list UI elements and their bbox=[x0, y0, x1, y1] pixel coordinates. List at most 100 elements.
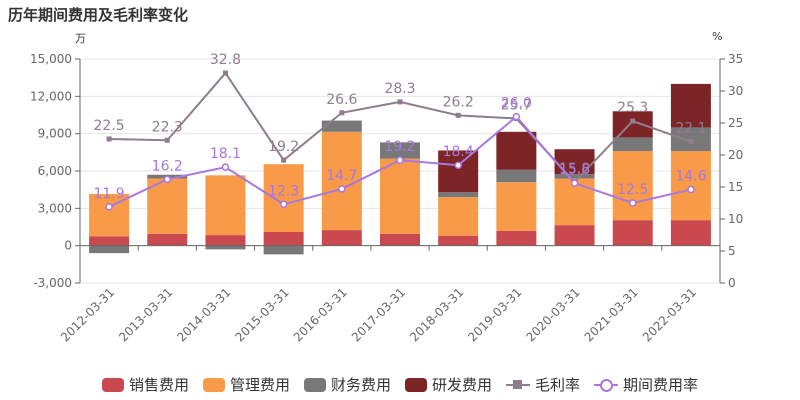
line-data-label: 26.2 bbox=[443, 94, 474, 110]
bar-segment bbox=[612, 137, 653, 152]
bar-segment bbox=[321, 230, 362, 246]
right-axis-tick-label: 35 bbox=[728, 52, 743, 66]
bar-segment bbox=[205, 235, 246, 246]
x-axis-tick-label: 2013-03-31 bbox=[116, 285, 175, 344]
bar-segment bbox=[670, 83, 711, 128]
line-data-label: 18.4 bbox=[443, 144, 474, 160]
bar-segment bbox=[438, 192, 479, 198]
line-point-marker bbox=[163, 175, 172, 184]
bar-segment bbox=[147, 178, 188, 234]
bar-segment bbox=[321, 120, 362, 132]
legend-label: 管理费用 bbox=[229, 376, 290, 394]
legend-item[interactable]: 管理费用 bbox=[202, 374, 290, 395]
line-point-marker bbox=[454, 161, 462, 169]
bar-segment bbox=[438, 150, 479, 193]
line-data-label: 15.6 bbox=[559, 162, 590, 178]
line-point-marker bbox=[105, 203, 113, 211]
x-axis-tick-label: 2012-03-31 bbox=[58, 285, 117, 344]
legend-item[interactable]: 财务费用 bbox=[303, 374, 391, 395]
legend-swatch bbox=[506, 378, 531, 392]
bar-segment bbox=[670, 220, 711, 246]
bar-segment bbox=[612, 151, 653, 221]
right-axis-unit: % bbox=[712, 30, 723, 43]
legend-swatch bbox=[101, 377, 124, 392]
line-data-label: 26.6 bbox=[326, 92, 357, 108]
x-axis-tick-label: 2014-03-31 bbox=[174, 285, 233, 344]
bar-segment bbox=[205, 175, 246, 236]
legend-label: 销售费用 bbox=[128, 376, 189, 394]
bar-segment bbox=[496, 169, 537, 183]
line-point-marker bbox=[339, 110, 345, 116]
line-point-marker bbox=[397, 99, 403, 105]
x-axis-tick-label: 2022-03-31 bbox=[640, 285, 699, 344]
line-data-label: 25.7 bbox=[501, 98, 532, 114]
bar-segment bbox=[438, 235, 479, 246]
bar-segment bbox=[496, 230, 537, 246]
line-data-label: 19.2 bbox=[384, 139, 415, 155]
line-point-marker bbox=[338, 185, 346, 193]
legend-label: 毛利率 bbox=[535, 376, 581, 394]
line-point-marker bbox=[687, 185, 695, 194]
bar-segment bbox=[89, 245, 130, 254]
line-data-label: 14.7 bbox=[326, 168, 357, 184]
line-point-marker bbox=[630, 118, 636, 124]
right-axis-tick-label: 10 bbox=[728, 212, 743, 226]
line-data-label: 22.5 bbox=[94, 118, 125, 134]
bar-segment bbox=[89, 236, 130, 246]
bar-segment bbox=[554, 225, 595, 246]
line-point-marker bbox=[222, 70, 228, 76]
bar-segment bbox=[263, 245, 304, 255]
left-axis-tick-label: 9,000 bbox=[38, 127, 72, 141]
left-axis-tick-label: 12,000 bbox=[30, 89, 72, 103]
line-data-label: 28.3 bbox=[384, 81, 415, 97]
line-point-marker bbox=[221, 163, 230, 171]
right-axis-tick-label: 20 bbox=[728, 148, 743, 162]
line-point-marker bbox=[396, 156, 404, 164]
x-axis-tick-label: 2016-03-31 bbox=[291, 285, 350, 344]
right-axis-tick-label: 25 bbox=[728, 116, 743, 130]
legend-item[interactable]: 销售费用 bbox=[101, 374, 189, 395]
legend-swatch bbox=[202, 377, 225, 392]
line-point-marker bbox=[628, 199, 637, 207]
line-data-label: 22.3 bbox=[152, 119, 183, 135]
left-axis-tick-label: 0 bbox=[64, 239, 72, 253]
right-axis-tick-label: 0 bbox=[728, 276, 736, 290]
bar-segment bbox=[380, 142, 420, 159]
left-axis-tick-label: -3,000 bbox=[33, 276, 72, 290]
x-axis-tick-label: 2018-03-31 bbox=[407, 285, 466, 344]
bar-segment bbox=[554, 174, 595, 179]
legend-label: 研发费用 bbox=[432, 376, 493, 394]
legend-label: 财务费用 bbox=[330, 376, 391, 394]
legend: 销售费用 管理费用 财务费用 研发费用 毛利率 期间费用率 bbox=[0, 374, 800, 395]
bar-segment bbox=[496, 131, 537, 170]
legend-swatch bbox=[303, 377, 326, 392]
right-axis-tick-label: 5 bbox=[728, 244, 736, 258]
legend-item[interactable]: 期间费用率 bbox=[594, 374, 698, 395]
line-point-marker bbox=[106, 136, 112, 142]
bar-segment bbox=[321, 131, 362, 231]
line-data-label: 18.1 bbox=[210, 146, 241, 162]
left-axis-tick-label: 3,000 bbox=[38, 201, 72, 215]
line-data-label: 12.5 bbox=[617, 182, 648, 198]
line-point-marker bbox=[281, 157, 287, 163]
bar-segment bbox=[380, 233, 420, 246]
bar-segment bbox=[612, 111, 653, 138]
line-data-label: 19.2 bbox=[268, 139, 299, 155]
bar-segment bbox=[380, 158, 420, 234]
bar-segment bbox=[205, 245, 246, 250]
bar-segment bbox=[263, 231, 304, 246]
line-data-label: 32.8 bbox=[210, 52, 241, 68]
line-data-label: 22.1 bbox=[675, 121, 706, 137]
chart-title: 历年期间费用及毛利率变化 bbox=[8, 6, 189, 24]
line-data-label: 25.3 bbox=[617, 100, 648, 116]
legend-swatch bbox=[405, 377, 427, 392]
line-point-marker bbox=[279, 200, 288, 209]
bar-segment bbox=[612, 220, 653, 246]
line-point-marker bbox=[512, 112, 521, 121]
x-axis-tick-label: 2021-03-31 bbox=[582, 285, 641, 344]
x-axis-tick-label: 2019-03-31 bbox=[465, 285, 524, 344]
line-data-label: 12.3 bbox=[268, 183, 299, 199]
legend-item[interactable]: 研发费用 bbox=[405, 374, 492, 395]
legend-item[interactable]: 毛利率 bbox=[506, 374, 580, 395]
line-data-label: 14.6 bbox=[675, 169, 706, 185]
